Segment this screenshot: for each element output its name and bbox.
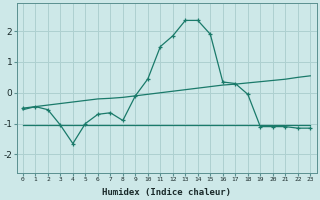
X-axis label: Humidex (Indice chaleur): Humidex (Indice chaleur) [102,188,231,197]
